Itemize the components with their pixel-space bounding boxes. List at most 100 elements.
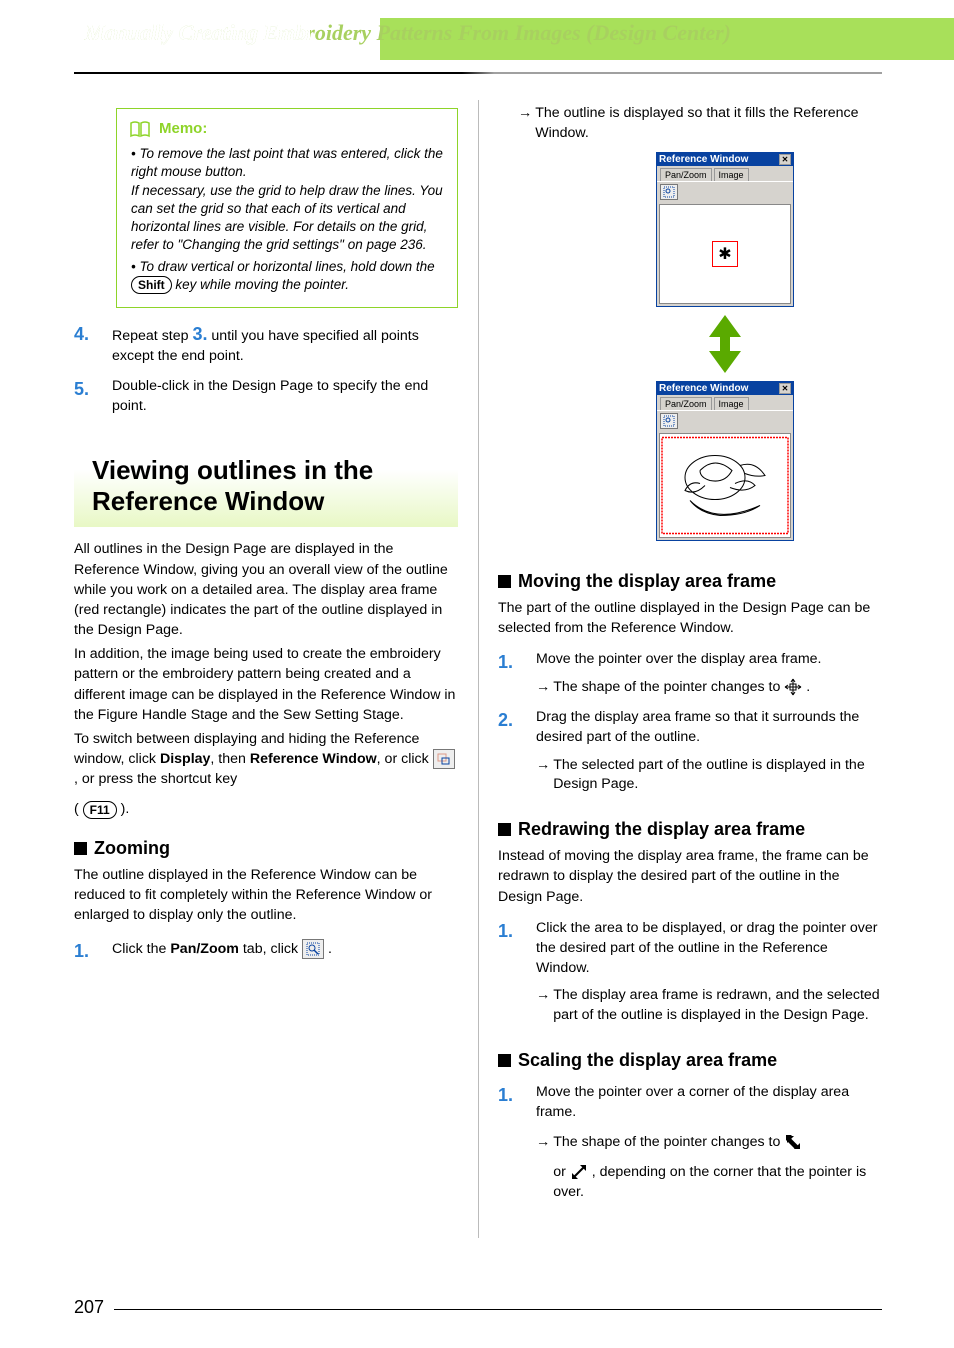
block-marker-icon bbox=[74, 842, 87, 855]
memo-box: Memo: To remove the last point that was … bbox=[116, 108, 458, 308]
tab-panzoom[interactable]: Pan/Zoom bbox=[660, 168, 712, 181]
step-5-num: 5. bbox=[74, 377, 96, 401]
step-5-body: Double-click in the Design Page to speci… bbox=[106, 377, 458, 417]
refwin-toolbar-icon bbox=[433, 749, 455, 769]
refwin-toolbar-2 bbox=[657, 410, 793, 431]
para-3f: ). bbox=[117, 801, 130, 817]
para-3c: , or click bbox=[377, 751, 433, 767]
refwin-tabs-2: Pan/Zoom Image bbox=[657, 395, 793, 410]
chapter-title: Manually Creating Embroidery Patterns Fr… bbox=[85, 20, 904, 46]
zoom-step-1-body: Click the Pan/Zoom tab, click . bbox=[106, 939, 332, 960]
section-heading: Viewing outlines in the Reference Window bbox=[74, 445, 458, 527]
arrow-icon: → bbox=[518, 104, 530, 124]
para-2: In addition, the image being used to cre… bbox=[74, 644, 458, 725]
para-3e: ( bbox=[74, 801, 83, 817]
scale-step-1: 1. Move the pointer over a corner of the… bbox=[498, 1083, 882, 1202]
memo-label: Memo: bbox=[159, 119, 207, 139]
refwin-canvas-1: ✱ bbox=[659, 204, 791, 304]
arrow-icon-2: → bbox=[536, 678, 548, 698]
step-4: 4. Repeat step 3. until you have specifi… bbox=[74, 322, 458, 367]
move-step-1-arrow: → The shape of the pointer changes to . bbox=[536, 678, 821, 698]
right-intro-text: The outline is displayed so that it fill… bbox=[535, 104, 882, 144]
memo-item-2b: key while moving the pointer. bbox=[172, 277, 349, 292]
nwse-cursor-icon bbox=[784, 1133, 802, 1151]
memo-item-1a: To remove the last point that was entere… bbox=[131, 146, 443, 179]
tab-image[interactable]: Image bbox=[714, 168, 749, 181]
move-step-2-num: 2. bbox=[498, 708, 520, 732]
memo-item-1b: If necessary, use the grid to help draw … bbox=[131, 183, 443, 253]
tab-image-2[interactable]: Image bbox=[714, 397, 749, 410]
moving-para: The part of the outline displayed in the… bbox=[498, 598, 882, 638]
scale-step-1-text: Move the pointer over a corner of the di… bbox=[536, 1084, 849, 1120]
moving-heading-text: Moving the display area frame bbox=[518, 571, 776, 592]
redrawing-heading-text: Redrawing the display area frame bbox=[518, 819, 805, 840]
zoom-step-1d: . bbox=[328, 941, 332, 957]
display-area-frame: ✱ bbox=[712, 241, 738, 267]
nesw-cursor-icon bbox=[570, 1163, 588, 1181]
page-number-line bbox=[114, 1309, 882, 1310]
step-4-body: Repeat step 3. until you have specified … bbox=[106, 322, 458, 367]
zoom-step-1b: Pan/Zoom bbox=[170, 941, 239, 957]
para-3-line2: ( F11 ). bbox=[74, 799, 458, 819]
reference-window-1: Reference Window ✕ Pan/Zoom Image ✱ bbox=[656, 152, 794, 307]
close-icon-2[interactable]: ✕ bbox=[779, 383, 791, 394]
moving-heading: Moving the display area frame bbox=[498, 571, 882, 592]
reference-window-2: Reference Window ✕ Pan/Zoom Image bbox=[656, 381, 794, 541]
memo-item-2a: To draw vertical or horizontal lines, ho… bbox=[139, 259, 434, 274]
refwin-toolbar bbox=[657, 181, 793, 202]
move-step-1: 1. Move the pointer over the display are… bbox=[498, 650, 882, 698]
refwin-titlebar-2: Reference Window ✕ bbox=[657, 382, 793, 395]
scale-step-1-arrow: → The shape of the pointer changes to or… bbox=[536, 1133, 882, 1203]
redrawing-para: Instead of moving the display area frame… bbox=[498, 846, 882, 906]
up-down-arrows-icon bbox=[707, 313, 743, 375]
arrow-icon-3: → bbox=[536, 756, 548, 776]
page-content: Memo: To remove the last point that was … bbox=[74, 100, 882, 1288]
refwin-canvas-2 bbox=[659, 433, 791, 538]
zoom-toolbar-icon bbox=[302, 939, 324, 959]
para-3d: , or press the shortcut key bbox=[74, 771, 237, 787]
column-divider bbox=[478, 100, 479, 1238]
zoom-step-1a: Click the bbox=[112, 941, 170, 957]
redrawing-heading: Redrawing the display area frame bbox=[498, 819, 882, 840]
redraw-step-1-body: Click the area to be displayed, or drag … bbox=[530, 919, 882, 1026]
step-5: 5. Double-click in the Design Page to sp… bbox=[74, 377, 458, 417]
zoom-fit-icon-2[interactable] bbox=[660, 413, 678, 429]
move-step-1-text: Move the pointer over the display area f… bbox=[536, 651, 821, 667]
memo-item-2: To draw vertical or horizontal lines, ho… bbox=[129, 258, 445, 295]
memo-list: To remove the last point that was entere… bbox=[129, 145, 445, 294]
redraw-step-1: 1. Click the area to be displayed, or dr… bbox=[498, 919, 882, 1026]
redraw-step-1-arrow: → The display area frame is redrawn, and… bbox=[536, 986, 882, 1026]
zooming-heading: Zooming bbox=[74, 838, 458, 859]
zooming-para: The outline displayed in the Reference W… bbox=[74, 865, 458, 925]
scale-step-1-arrow-a: The shape of the pointer changes to bbox=[553, 1134, 784, 1150]
zoom-fit-icon[interactable] bbox=[660, 184, 678, 200]
close-icon[interactable]: ✕ bbox=[779, 154, 791, 165]
move-step-2-arrow: → The selected part of the outline is di… bbox=[536, 756, 882, 796]
zoom-step-1c: tab, click bbox=[239, 941, 302, 957]
book-icon bbox=[129, 120, 151, 138]
tab-panzoom-2[interactable]: Pan/Zoom bbox=[660, 397, 712, 410]
step-3-ref: 3. bbox=[192, 324, 207, 344]
horizontal-rule bbox=[74, 72, 882, 74]
reference-window-group: Reference Window ✕ Pan/Zoom Image ✱ bbox=[568, 152, 882, 541]
para-3b: , then bbox=[210, 751, 249, 767]
right-intro-arrow: → The outline is displayed so that it fi… bbox=[518, 104, 882, 144]
move-step-2: 2. Drag the display area frame so that i… bbox=[498, 708, 882, 796]
refwin-titlebar: Reference Window ✕ bbox=[657, 153, 793, 166]
block-marker-icon-3 bbox=[498, 823, 511, 836]
move-step-2-arrow-text: The selected part of the outline is disp… bbox=[553, 756, 882, 796]
para-3-display: Display bbox=[160, 751, 210, 767]
scale-step-1-arrow-body: The shape of the pointer changes to or ,… bbox=[553, 1133, 882, 1203]
refwin-title-text-2: Reference Window bbox=[659, 383, 748, 394]
scaling-heading-text: Scaling the display area frame bbox=[518, 1050, 777, 1071]
scale-step-1-arrow-b: or bbox=[553, 1164, 570, 1180]
rose-outline bbox=[660, 434, 790, 537]
move-step-2-text: Drag the display area frame so that it s… bbox=[536, 709, 859, 745]
redraw-step-1-arrow-text: The display area frame is redrawn, and t… bbox=[553, 986, 882, 1026]
move-step-1-num: 1. bbox=[498, 650, 520, 674]
zoom-step-1: 1. Click the Pan/Zoom tab, click . bbox=[74, 939, 458, 963]
memo-header: Memo: bbox=[129, 119, 445, 139]
move-cursor-icon bbox=[784, 678, 802, 696]
move-step-1-arrow-text: The shape of the pointer changes to . bbox=[553, 678, 810, 698]
zoom-step-1-num: 1. bbox=[74, 939, 96, 963]
